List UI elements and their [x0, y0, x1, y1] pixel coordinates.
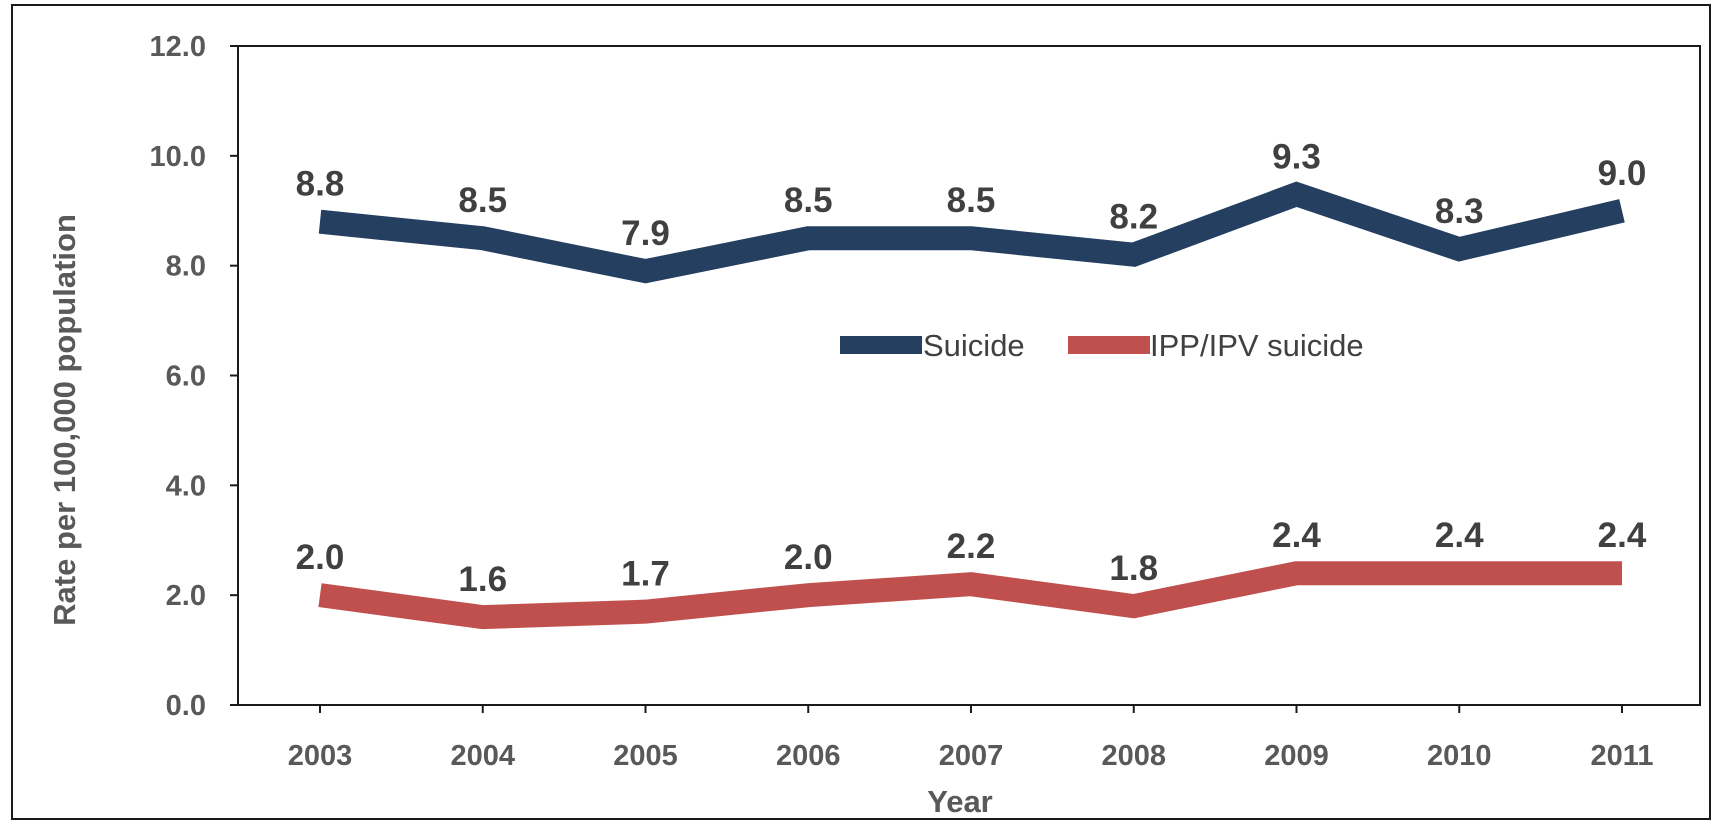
data-labels: 8.8 8.5 7.9 8.5 8.5 8.2 9.3 8.3 9.0 2.0 1.6 1.7 2.0 2… — [296, 137, 1647, 599]
x-tick-label: 2007 — [939, 740, 1004, 772]
y-axis-ticks: 0.0 2.0 4.0 6.0 8.0 10.0 12.0 — [150, 31, 238, 722]
y-tick-label: 12.0 — [150, 31, 206, 63]
data-label: 7.9 — [621, 214, 670, 253]
data-label: 2.4 — [1598, 516, 1647, 555]
legend-swatch-1 — [1068, 336, 1150, 354]
legend-swatch-0 — [840, 336, 922, 354]
y-tick-label: 2.0 — [166, 580, 206, 612]
data-label: 8.5 — [784, 181, 833, 220]
y-axis-title: Rate per 100,000 population — [47, 214, 82, 626]
y-tick-label: 10.0 — [150, 141, 206, 173]
y-tick-label: 6.0 — [166, 361, 206, 393]
x-tick-label: 2003 — [288, 740, 353, 772]
data-label: 8.5 — [947, 181, 996, 220]
x-axis-title: Year — [927, 784, 993, 819]
y-tick-label: 8.0 — [166, 251, 206, 283]
y-tick-label: 4.0 — [166, 470, 206, 502]
data-label: 2.0 — [784, 538, 833, 577]
legend-label-1: IPP/IPV suicide — [1150, 328, 1364, 363]
data-label: 1.8 — [1109, 549, 1158, 588]
series-lines — [318, 181, 1625, 630]
legend-label-0: Suicide — [923, 328, 1025, 363]
legend: Suicide IPP/IPV suicide — [840, 328, 1364, 363]
data-label: 9.0 — [1598, 154, 1647, 193]
data-label: 1.7 — [621, 555, 670, 594]
x-tick-label: 2009 — [1264, 740, 1329, 772]
data-label: 2.2 — [947, 527, 996, 566]
x-tick-label: 2005 — [613, 740, 678, 772]
data-label: 2.0 — [296, 538, 345, 577]
data-label: 9.3 — [1272, 137, 1321, 176]
data-label: 8.5 — [458, 181, 507, 220]
data-label: 8.3 — [1435, 192, 1484, 231]
x-tick-label: 2010 — [1427, 740, 1492, 772]
plot-area — [237, 45, 1701, 706]
x-axis-ticks: 2003 2004 2005 2006 2007 2008 2009 2010 2011 — [288, 705, 1654, 772]
data-label: 1.6 — [458, 560, 507, 599]
data-label: 8.8 — [296, 165, 345, 204]
chart-frame — [11, 4, 1711, 820]
data-label: 2.4 — [1272, 516, 1321, 555]
x-tick-label: 2006 — [776, 740, 841, 772]
data-label: 2.4 — [1435, 516, 1484, 555]
x-tick-label: 2011 — [1591, 740, 1654, 772]
x-tick-label: 2008 — [1101, 740, 1166, 772]
series-line-1 — [318, 561, 1622, 630]
x-tick-label: 2004 — [450, 740, 515, 772]
data-label: 8.2 — [1109, 198, 1158, 237]
y-tick-label: 0.0 — [166, 690, 206, 722]
series-line-0 — [318, 181, 1625, 284]
